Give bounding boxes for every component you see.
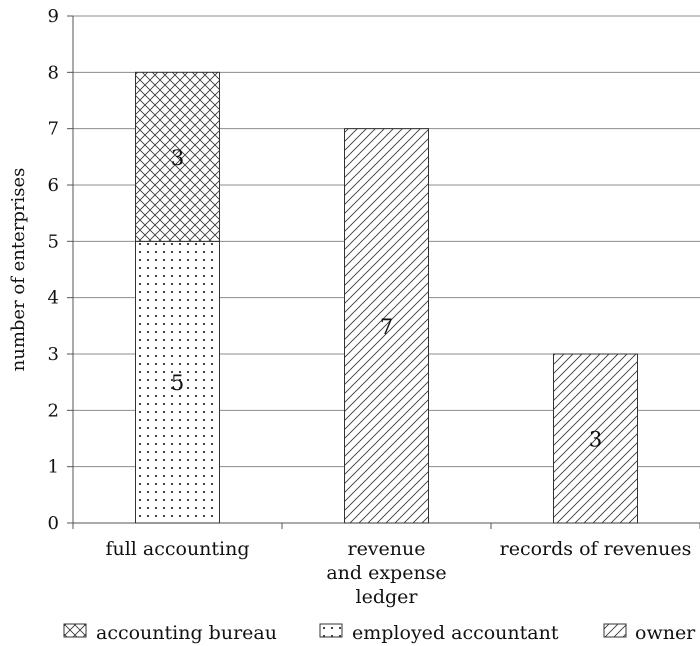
legend-swatch [603,623,627,638]
bar-segment [135,71,220,242]
y-tick-label: 9 [48,6,59,27]
legend-swatch [63,623,87,638]
legend-label: employed accountant [352,622,559,644]
y-tick-label: 3 [48,344,59,365]
y-tick-label: 4 [48,288,59,309]
axes: 0 1 2 3 4 5 6 7 8 9 number of enterprises [8,6,700,534]
category-label: ledger [356,586,419,608]
data-label: 5 [171,371,184,395]
legend-label: owner [635,622,696,644]
y-tick-label: 7 [48,119,59,140]
y-axis-title: number of enterprises [8,168,29,372]
data-label: 3 [589,428,602,452]
bar-segment [135,240,220,524]
category-label: and expense [326,562,446,584]
y-tick-label: 2 [48,400,59,421]
legend-label: accounting bureau [96,622,277,644]
legend-swatch [319,623,343,638]
bar-segment [344,128,429,524]
legend: accounting bureau employed accountant owne… [63,622,696,644]
y-tick-label: 8 [48,62,59,83]
category-label: records of revenues [500,538,692,560]
y-tick-label: 0 [48,513,59,534]
data-label: 3 [171,146,184,170]
data-label: 7 [380,315,393,339]
bar-segment [553,353,638,524]
bars [135,71,638,524]
y-tick-label: 5 [48,231,59,252]
y-tick-label: 1 [48,457,59,478]
category-label: full accounting [105,538,249,560]
category-label: revenue [347,538,425,560]
y-tick-label: 6 [48,175,59,196]
